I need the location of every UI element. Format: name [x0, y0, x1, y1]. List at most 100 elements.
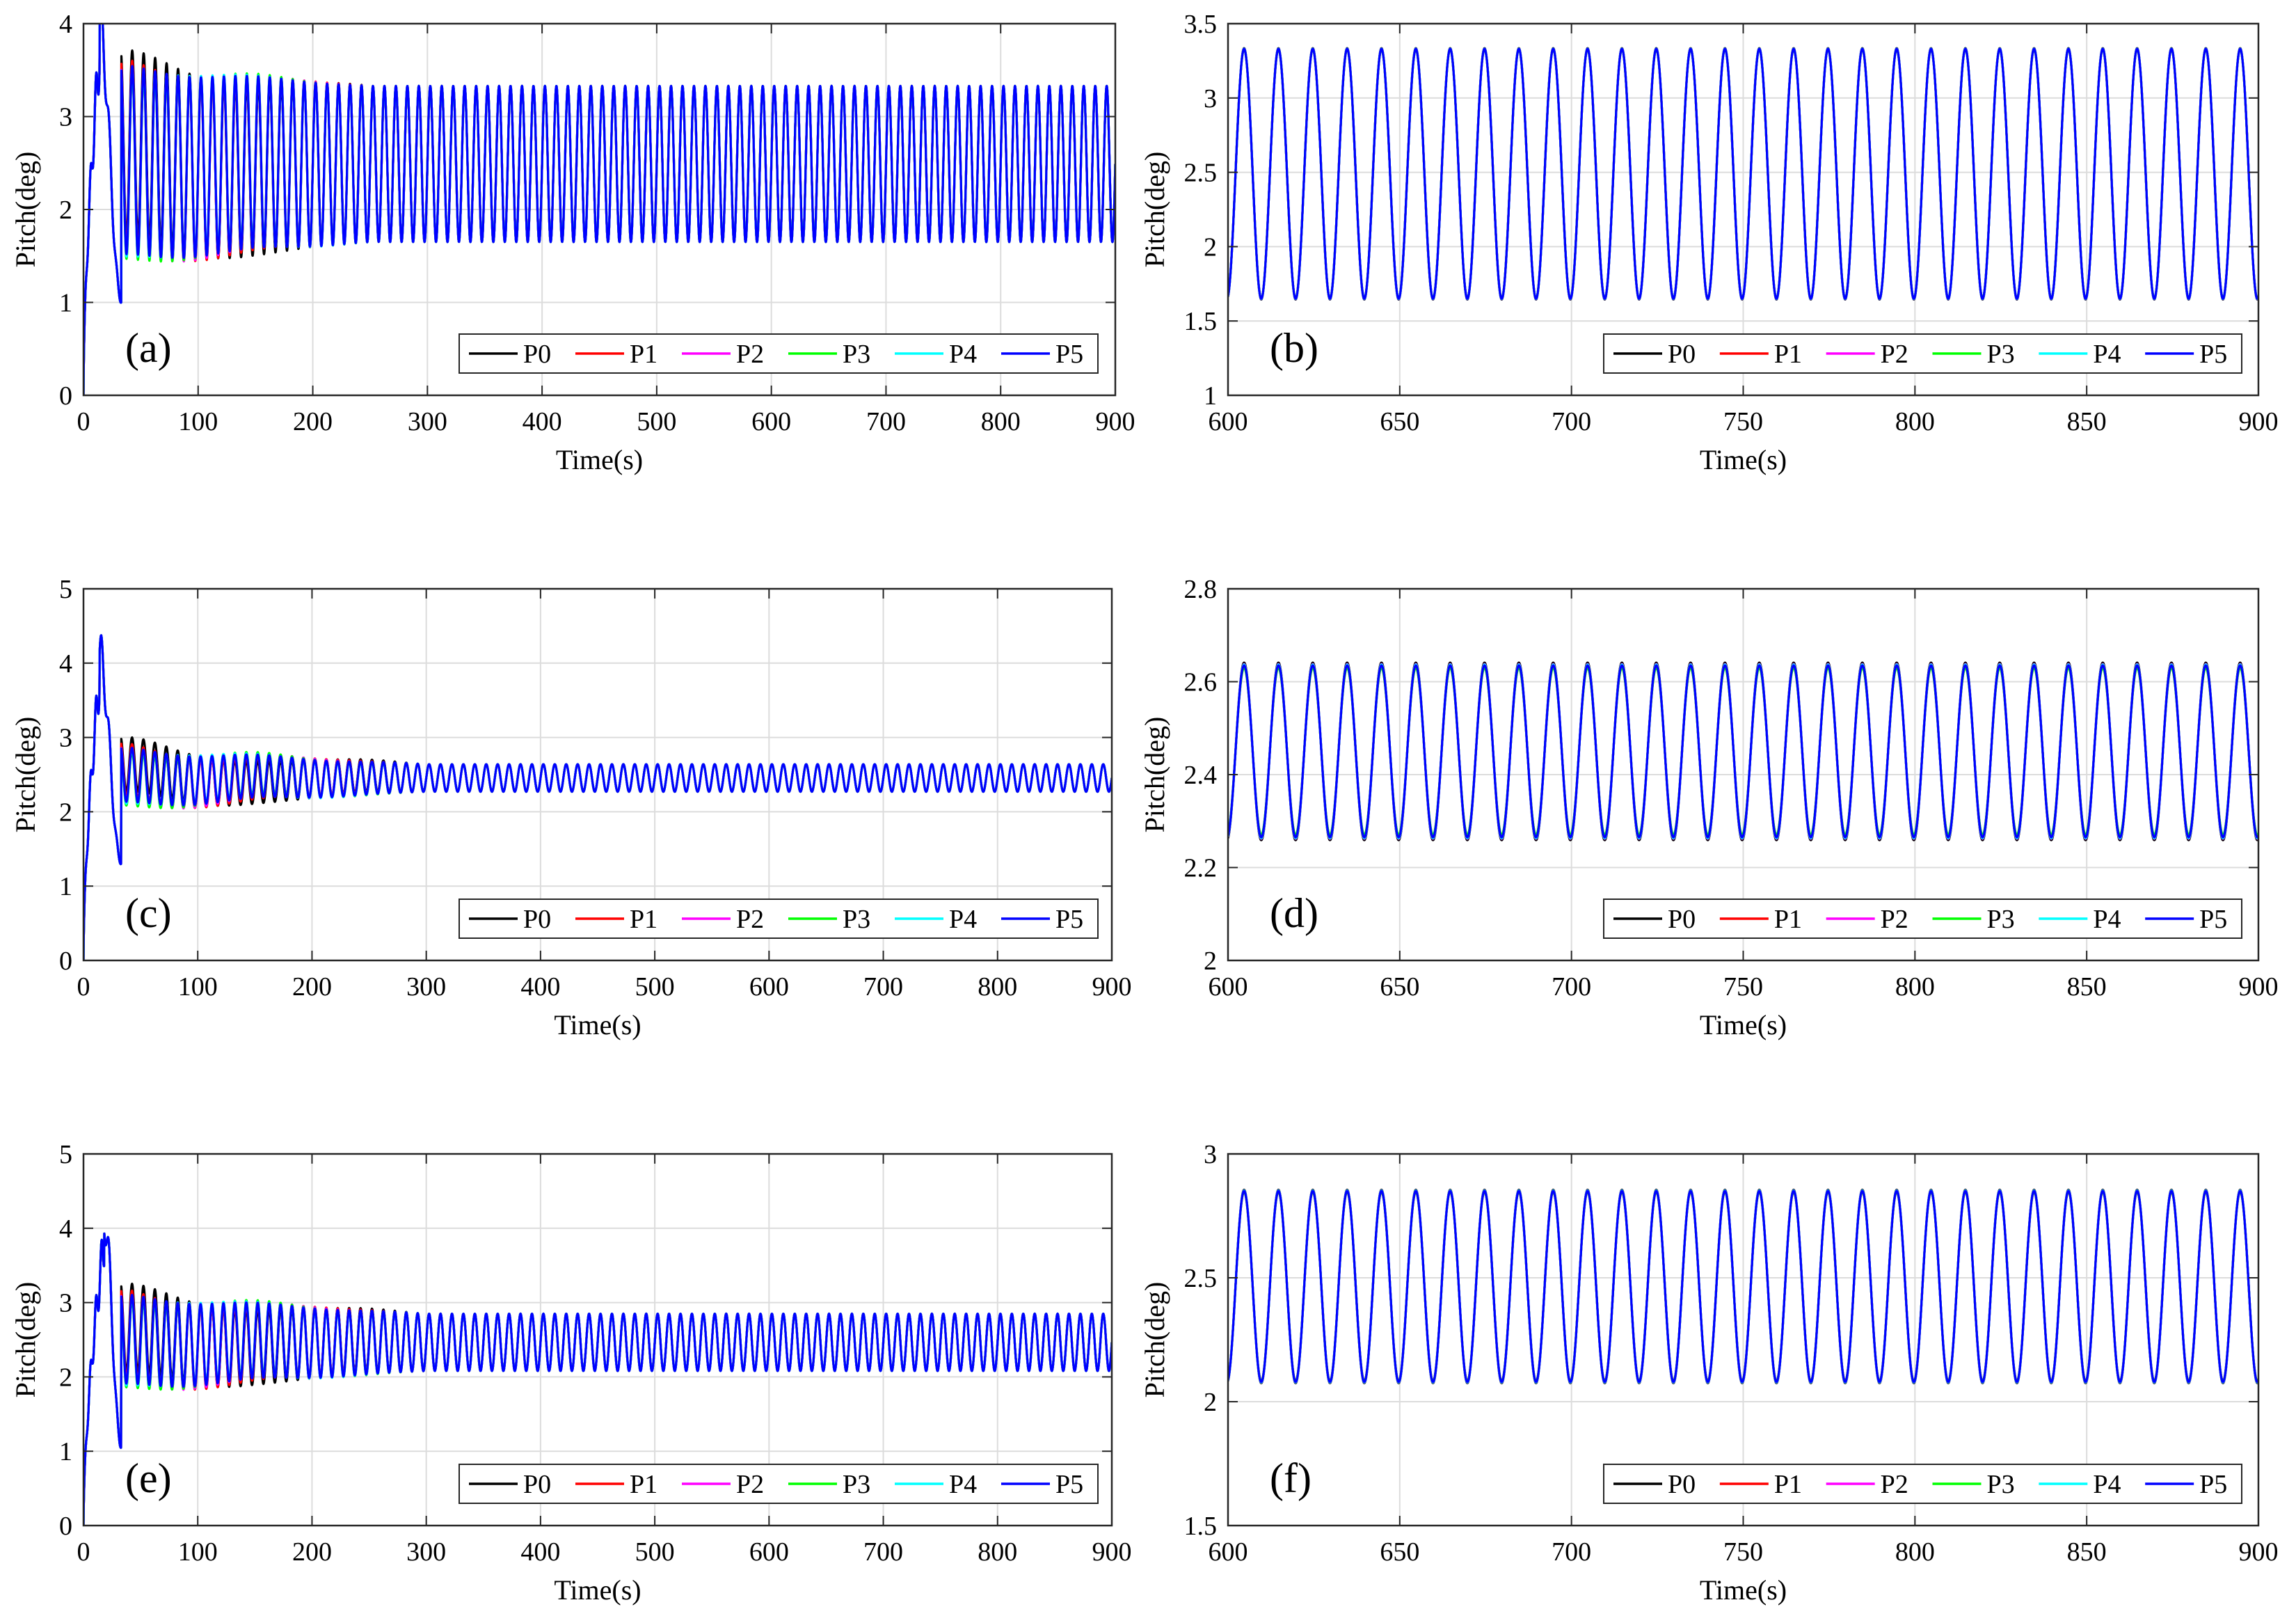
- x-tick-label: 600: [1209, 972, 1248, 1001]
- x-tick-label: 400: [520, 1537, 560, 1567]
- y-tick-label: 1.5: [1184, 1512, 1218, 1541]
- legend-label-P2: P2: [1881, 905, 1908, 934]
- x-tick-label: 600: [1209, 407, 1248, 436]
- legend-label-P4: P4: [949, 340, 977, 369]
- y-axis-label: Pitch(deg): [10, 152, 41, 268]
- y-tick-label: 1: [1204, 381, 1217, 411]
- y-tick-label: 2: [1204, 947, 1217, 976]
- x-tick-label: 700: [1552, 1537, 1591, 1567]
- x-tick-label: 600: [1209, 1537, 1248, 1567]
- legend: P0 P1 P2 P3 P4 P5: [1603, 898, 2242, 939]
- x-tick-label: 300: [408, 407, 447, 436]
- y-tick-label: 4: [59, 649, 72, 679]
- x-tick-label: 600: [749, 1537, 789, 1567]
- legend-label-P3: P3: [1987, 340, 2015, 369]
- y-axis-label: Pitch(deg): [1139, 152, 1170, 268]
- legend-label-P2: P2: [1881, 1470, 1908, 1499]
- legend-label-P2: P2: [736, 340, 764, 369]
- y-tick-label: 3: [59, 1289, 72, 1318]
- y-tick-label: 2: [1204, 232, 1217, 262]
- legend-box: [459, 333, 1099, 374]
- x-tick-label: 800: [978, 972, 1017, 1001]
- panel-e: 0 100 200 300 400 500 600 700 800 900 0 1 2 3 4 5 Time(s…: [10, 1140, 1132, 1606]
- legend-label-P3: P3: [843, 1470, 870, 1499]
- x-tick-label: 600: [749, 972, 789, 1001]
- legend-label-P3: P3: [1987, 905, 2015, 934]
- x-tick-label: 700: [866, 407, 906, 436]
- legend-label-P0: P0: [523, 1470, 551, 1499]
- series-group: [83, 24, 1115, 395]
- x-tick-label: 650: [1380, 1537, 1419, 1567]
- legend: P0 P1 P2 P3 P4 P5: [459, 1464, 1099, 1504]
- legend-label-P4: P4: [949, 905, 977, 934]
- x-tick-label: 300: [406, 1537, 446, 1567]
- legend-label-P4: P4: [2093, 340, 2121, 369]
- series-line-P5: [83, 1232, 1112, 1526]
- y-tick-label: 1: [59, 872, 72, 901]
- legend-label-P5: P5: [1055, 1470, 1083, 1499]
- x-tick-label: 0: [77, 972, 90, 1001]
- panel-f: 600 650 700 750 800 850 900 1.5 2 2.5 3 Time(s) Pitc…: [1139, 1140, 2279, 1606]
- legend-label-P3: P3: [1987, 1470, 2015, 1499]
- x-axis-label: Time(s): [1700, 1574, 1787, 1606]
- legend-label-P4: P4: [2093, 905, 2121, 934]
- x-tick-label: 900: [2239, 1537, 2279, 1567]
- x-tick-label: 800: [981, 407, 1021, 436]
- y-tick-label: 1: [59, 289, 72, 318]
- series-line-P5: [83, 24, 1115, 395]
- x-axis-label: Time(s): [554, 1574, 641, 1606]
- panel-label: (f): [1270, 1455, 1312, 1501]
- y-tick-label: 2.6: [1184, 668, 1218, 697]
- legend-label-P5: P5: [1055, 905, 1083, 934]
- y-tick-label: 2: [59, 1363, 72, 1392]
- series-line-P5: [1228, 1189, 2258, 1384]
- x-tick-label: 700: [863, 1537, 903, 1567]
- x-tick-label: 600: [751, 407, 791, 436]
- x-tick-label: 750: [1723, 1537, 1763, 1567]
- legend-box: [459, 1464, 1099, 1504]
- legend-label-P5: P5: [2199, 905, 2227, 934]
- y-tick-label: 3.5: [1184, 10, 1218, 39]
- y-tick-label: 2: [59, 196, 72, 225]
- legend-box: [1603, 333, 2242, 374]
- panel-a: 0 100 200 300 400 500 600 700 800 900 0 1 2 3 4 Time(s)…: [10, 10, 1135, 475]
- legend-label-P5: P5: [2199, 1470, 2227, 1499]
- axes-frame: [82, 1153, 1113, 1527]
- x-tick-label: 800: [1895, 407, 1935, 436]
- series-group: [1228, 47, 2258, 301]
- x-tick-label: 200: [292, 972, 332, 1001]
- y-tick-label: 4: [59, 1214, 72, 1244]
- y-tick-label: 2: [1204, 1388, 1217, 1417]
- x-tick-label: 300: [406, 972, 446, 1001]
- panel-label: (d): [1270, 890, 1318, 936]
- y-tick-label: 5: [59, 575, 72, 604]
- legend-label-P1: P1: [630, 1470, 657, 1499]
- x-tick-label: 750: [1723, 972, 1763, 1001]
- series-group: [83, 1232, 1112, 1526]
- panel-label: (b): [1270, 325, 1318, 371]
- y-tick-label: 2.5: [1184, 159, 1218, 188]
- x-axis-label: Time(s): [554, 1009, 641, 1040]
- x-tick-label: 900: [2239, 407, 2279, 436]
- x-tick-label: 400: [520, 972, 560, 1001]
- legend-label-P1: P1: [1774, 905, 1802, 934]
- panel-label: (c): [125, 890, 172, 936]
- legend-label-P2: P2: [736, 905, 764, 934]
- axes-frame: [82, 587, 1113, 962]
- panel-label: (a): [125, 325, 172, 371]
- x-tick-label: 900: [1092, 1537, 1132, 1567]
- y-tick-label: 2.8: [1184, 575, 1218, 604]
- y-tick-label: 5: [59, 1140, 72, 1169]
- x-tick-label: 700: [1552, 407, 1591, 436]
- x-tick-label: 0: [77, 407, 90, 436]
- legend-box: [1603, 1464, 2242, 1504]
- y-tick-label: 3: [59, 103, 72, 132]
- y-tick-label: 4: [59, 10, 72, 39]
- y-tick-label: 3: [1204, 84, 1217, 113]
- legend-label-P0: P0: [1668, 340, 1696, 369]
- x-tick-label: 200: [292, 1537, 332, 1567]
- x-axis-label: Time(s): [556, 444, 643, 475]
- x-tick-label: 800: [978, 1537, 1017, 1567]
- x-tick-label: 400: [523, 407, 562, 436]
